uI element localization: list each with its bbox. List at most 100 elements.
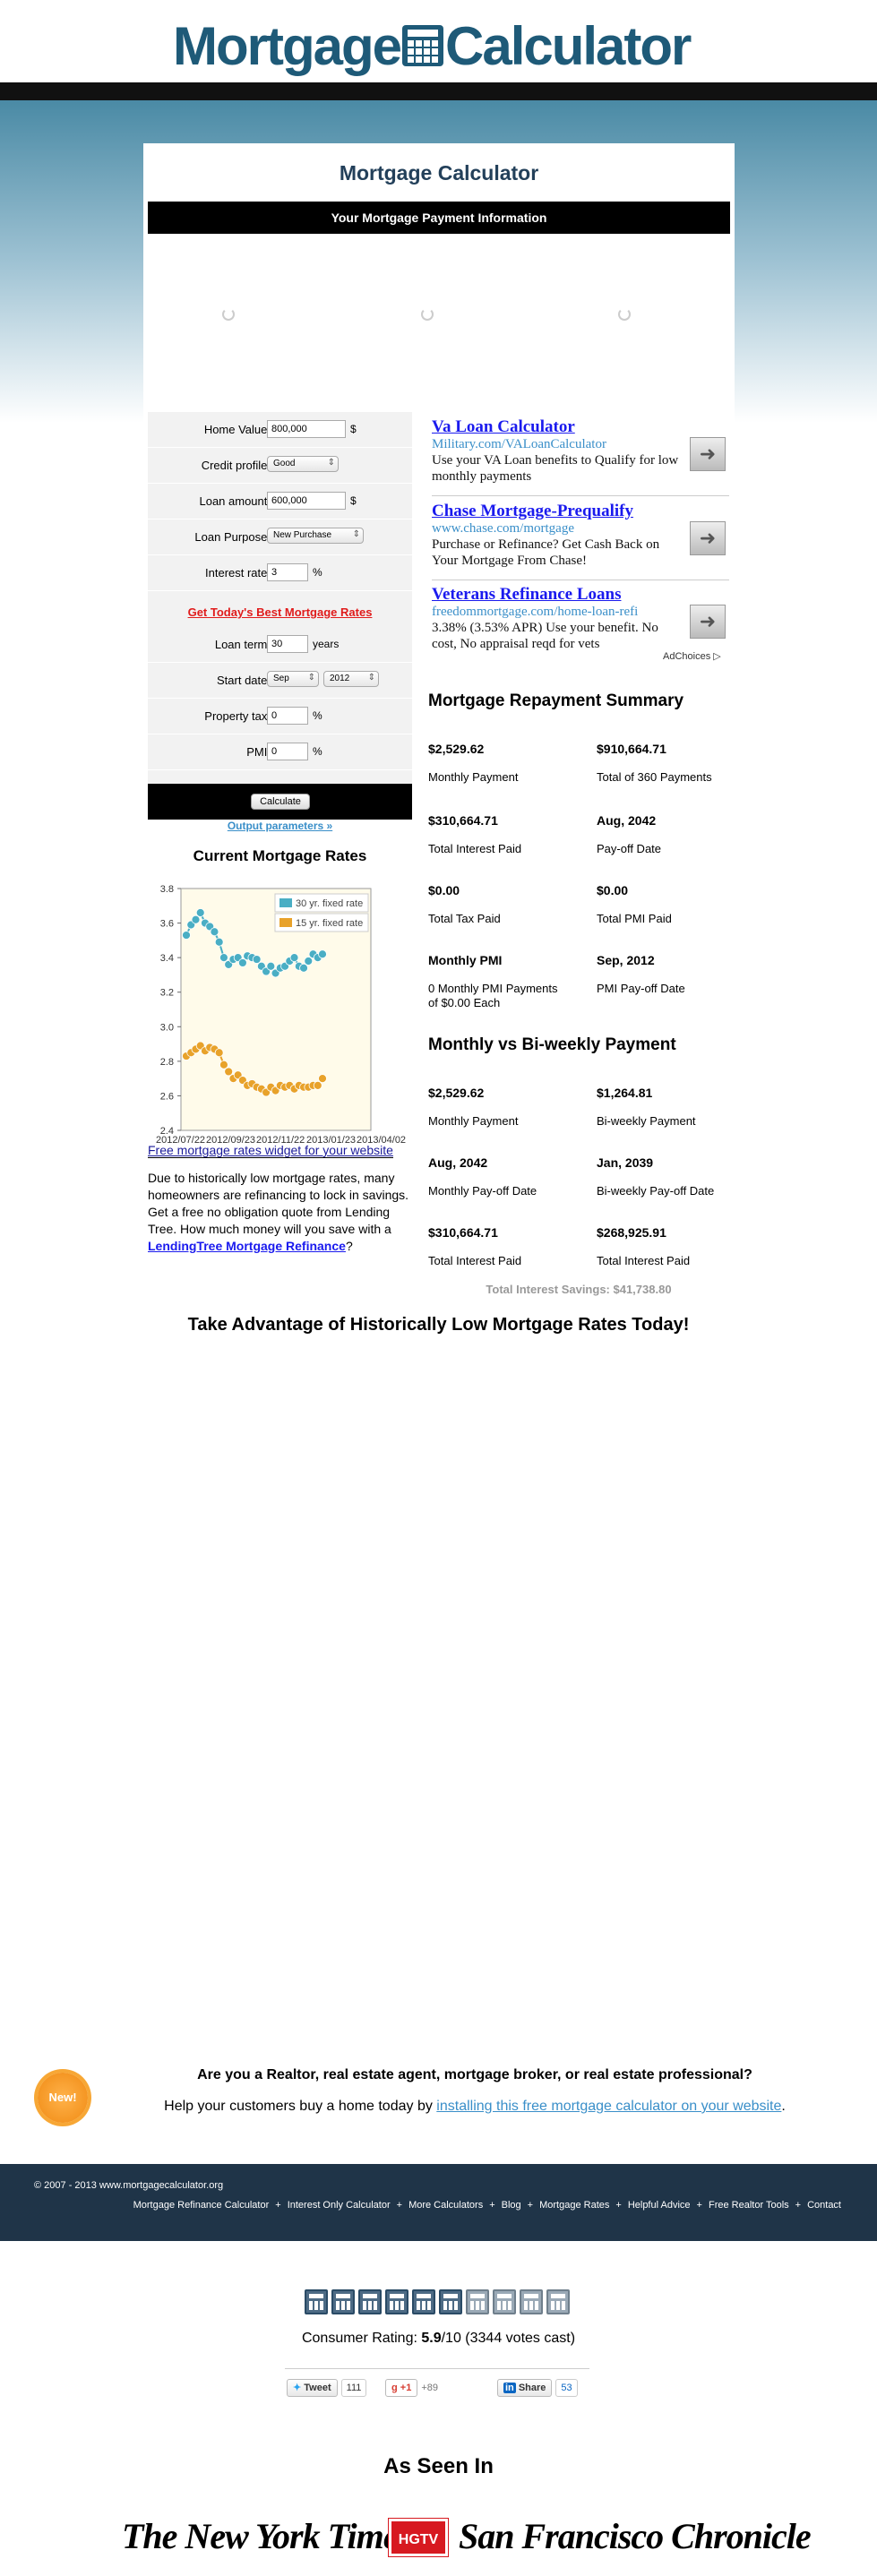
property-tax-input[interactable] (267, 707, 308, 725)
ad-title[interactable]: Chase Mortgage-Prequalify (432, 502, 633, 520)
footer-link-refinance[interactable]: Mortgage Refinance Calculator (133, 2200, 270, 2211)
gplus-button[interactable]: g +1 (385, 2379, 418, 2397)
loan-amount-row: Loan amount: $ (148, 484, 412, 519)
credit-profile-select[interactable]: Good (267, 456, 339, 472)
calculator-icon (402, 25, 443, 66)
summary-value: $0.00 (428, 883, 460, 897)
ad-item[interactable]: Va Loan Calculator Military.com/VALoanCa… (432, 417, 729, 496)
loan-amount-input[interactable] (267, 492, 346, 510)
summary-label: Monthly Payment (428, 770, 519, 784)
rates-widget-link[interactable]: Free mortgage rates widget for your webs… (148, 1143, 393, 1158)
loan-term-row: Loan term: years (148, 627, 412, 663)
pmi-row: PMI: % (148, 734, 412, 770)
ad-title[interactable]: Veterans Refinance Loans (432, 585, 622, 604)
linkedin-share-button[interactable]: in Share (497, 2379, 553, 2397)
rating-calculator-icon[interactable] (305, 2289, 328, 2314)
data-point (304, 957, 314, 966)
home-value-row: Home Value: $ (148, 412, 412, 448)
footer-link-more-calculators[interactable]: More Calculators (408, 2200, 484, 2211)
pmi-input[interactable] (267, 743, 308, 760)
footer-link-mortgage-rates[interactable]: Mortgage Rates (539, 2200, 610, 2211)
loan-purpose-select[interactable]: New Purchase (267, 528, 364, 544)
summary-value: $2,529.62 (428, 742, 485, 756)
ad-description: 3.38% (3.53% APR) Use your benefit. No c… (432, 621, 658, 651)
ad-item[interactable]: Veterans Refinance Loans freedommortgage… (432, 585, 729, 657)
promo-text: Due to historically low mortgage rates, … (148, 1171, 409, 1236)
ad-item[interactable]: Chase Mortgage-Prequalify www.chase.com/… (432, 502, 729, 580)
ad-url[interactable]: Military.com/VALoanCalculator (432, 437, 606, 451)
rating-calculator-icon[interactable] (331, 2289, 355, 2314)
ad-url[interactable]: www.chase.com/mortgage (432, 521, 574, 536)
linkedin-count: 53 (555, 2379, 578, 2397)
rating-calculator-icon[interactable] (385, 2289, 408, 2314)
lendingtree-link[interactable]: LendingTree Mortgage Refinance (148, 1239, 346, 1253)
interest-rate-input[interactable] (267, 563, 308, 581)
summary-value: $0.00 (597, 883, 629, 897)
gplus-count: +89 (421, 2383, 439, 2393)
footer-link-helpful-advice[interactable]: Helpful Advice (627, 2200, 691, 2211)
data-point (214, 937, 224, 947)
adchoices-label: AdChoices (663, 651, 711, 662)
ad-description: Purchase or Refinance? Get Cash Back on … (432, 537, 660, 568)
data-point (252, 955, 262, 964)
legend-swatch (279, 898, 292, 907)
y-tick-label: 3.2 (160, 988, 174, 999)
nyt-logo: The New York Times (122, 2516, 412, 2556)
rating-calculator-icon[interactable] (493, 2289, 516, 2314)
loading-spinner-3 (618, 308, 631, 321)
rating-calculator-icon[interactable] (412, 2289, 435, 2314)
biweekly-label: Monthly Payment (428, 1114, 519, 1128)
data-point (318, 949, 327, 959)
tweet-label: Tweet (304, 2383, 331, 2393)
top-navbar (0, 82, 877, 100)
tweet-count: 111 (340, 2379, 367, 2397)
interest-savings: Total Interest Savings: $41,738.80 (486, 1283, 672, 1296)
ad-url[interactable]: freedommortgage.com/home-loan-refi (432, 605, 639, 619)
adchoices-icon: ▷ (713, 651, 721, 662)
start-year-select[interactable]: 2012 (323, 671, 379, 687)
site-logo[interactable]: Mortgage Calculator (173, 16, 692, 76)
legend-entry-box (274, 913, 369, 932)
install-calculator-link[interactable]: installing this free mortgage calculator… (436, 2099, 782, 2114)
data-point (266, 961, 276, 971)
footer-link-realtor-tools[interactable]: Free Realtor Tools (708, 2200, 789, 2211)
footer-link-blog[interactable]: Blog (501, 2200, 521, 2211)
ad-title[interactable]: Va Loan Calculator (432, 417, 575, 436)
summary-value: Sep, 2012 (597, 953, 655, 967)
rating-calculator-icon[interactable] (520, 2289, 543, 2314)
arrow-right-icon[interactable]: ➜ (690, 605, 726, 639)
percent-sign: % (313, 709, 322, 722)
output-parameters-link[interactable]: Output parameters » (227, 820, 333, 832)
calculate-button[interactable]: Calculate (251, 794, 310, 810)
legend-entry-box (274, 893, 369, 913)
biweekly-value: Jan, 2039 (597, 1155, 654, 1170)
data-point (237, 958, 247, 967)
best-rates-link[interactable]: Get Today's Best Mortgage Rates (187, 605, 373, 619)
biweekly-value: $268,925.91 (597, 1225, 666, 1240)
adchoices-link[interactable]: AdChoices ▷ (663, 650, 721, 662)
arrow-right-icon[interactable]: ➜ (690, 437, 726, 471)
rating-calculator-icon[interactable] (466, 2289, 489, 2314)
biweekly-value: $310,664.71 (428, 1225, 498, 1240)
footer-sep: + (527, 2200, 534, 2211)
rating-calculator-icon[interactable] (439, 2289, 462, 2314)
footer-sep: + (489, 2200, 495, 2211)
summary-label: Pay-off Date (597, 842, 662, 855)
interest-rate-label: Interest rate: (205, 566, 271, 580)
footer-link-contact[interactable]: Contact (807, 2200, 841, 2211)
rating-stars[interactable] (305, 2289, 570, 2314)
consumer-rating: Consumer Rating: 5.9/10 (3344 votes cast… (0, 2331, 877, 2347)
home-value-input[interactable] (267, 420, 346, 438)
footer-link-interest-only[interactable]: Interest Only Calculator (287, 2200, 391, 2211)
start-month-select[interactable]: Sep (267, 671, 319, 687)
tweet-button[interactable]: ✦ Tweet (287, 2379, 338, 2397)
data-point (214, 1048, 224, 1058)
biweekly-value: $2,529.62 (428, 1086, 485, 1100)
biweekly-label: Bi-weekly Pay-off Date (597, 1184, 715, 1198)
arrow-right-icon[interactable]: ➜ (690, 521, 726, 555)
loan-term-input[interactable] (267, 635, 308, 653)
loan-term-label: Loan term: (214, 638, 271, 651)
rating-calculator-icon[interactable] (546, 2289, 570, 2314)
rating-calculator-icon[interactable] (358, 2289, 382, 2314)
data-point (318, 1074, 327, 1084)
